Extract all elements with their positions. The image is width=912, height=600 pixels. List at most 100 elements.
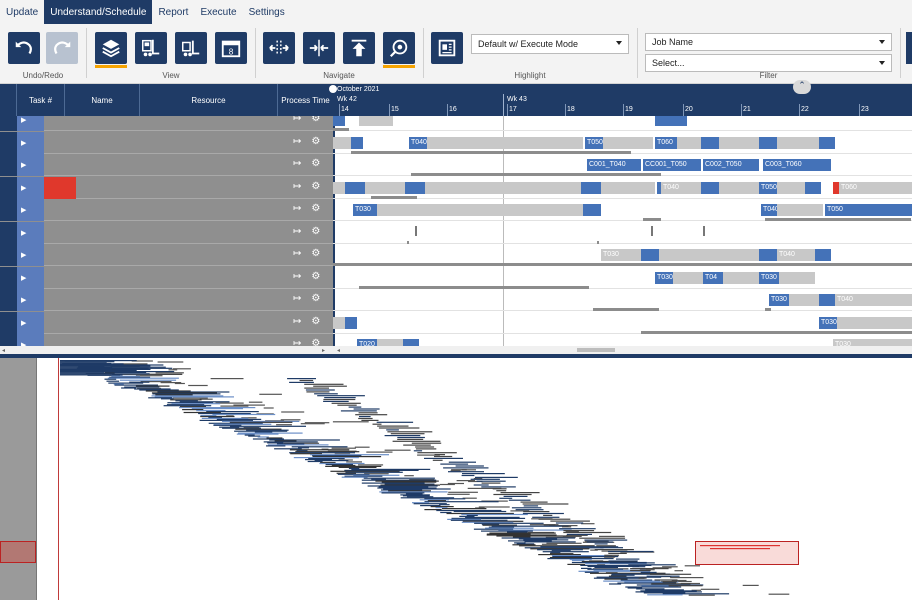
process-time-icon[interactable]: ↦ [293, 338, 302, 346]
expand-arrow-icon[interactable]: ▶ [21, 274, 27, 282]
schedule-bar[interactable] [777, 136, 819, 149]
task-number-cell[interactable]: ▶ [17, 116, 44, 131]
table-row[interactable]: ▶ ↦ ⚙ [0, 176, 333, 199]
schedule-bar[interactable] [819, 136, 835, 149]
layers-button[interactable] [95, 32, 127, 68]
row-selector[interactable] [0, 221, 17, 244]
operation-bar[interactable]: T050 [825, 204, 912, 216]
task-number-cell[interactable]: ▶ [17, 244, 44, 266]
schedule-bar[interactable] [701, 181, 719, 194]
table-row[interactable]: ▶ ↦ ⚙ [0, 221, 333, 244]
schedule-bar[interactable] [333, 181, 345, 194]
table-row[interactable]: ▶ ↦ ⚙ [0, 334, 333, 346]
process-time-icon[interactable]: ↦ [293, 158, 302, 169]
schedule-bar[interactable] [603, 136, 653, 149]
operation-bar[interactable]: T060 [655, 136, 677, 149]
column-header-process-time[interactable]: Process Time [281, 95, 330, 105]
task-number-cell[interactable]: ▶ [17, 334, 44, 346]
operation-bar[interactable]: T040 [777, 249, 815, 261]
operation-bar[interactable]: T030 [601, 249, 641, 261]
gear-icon[interactable]: ⚙ [311, 180, 321, 192]
row-selector[interactable] [0, 199, 17, 221]
schedule-bar[interactable] [655, 116, 687, 126]
highlight-panel-button[interactable] [431, 32, 463, 64]
operation-bar[interactable]: T030 [833, 339, 912, 346]
schedule-bar[interactable] [359, 116, 393, 126]
focus-button[interactable] [383, 32, 415, 68]
schedule-bar[interactable] [837, 316, 912, 329]
gear-icon[interactable]: ⚙ [311, 116, 321, 124]
menu-execute[interactable]: Execute [200, 6, 237, 18]
expand-arrow-icon[interactable]: ▶ [21, 139, 27, 147]
schedule-bar[interactable] [659, 249, 759, 261]
schedule-bar[interactable] [819, 294, 835, 306]
schedule-bar[interactable] [405, 181, 425, 194]
jump-to-top-button[interactable] [343, 32, 375, 64]
table-row[interactable]: ▶ ↦ ⚙ [0, 244, 333, 266]
scroll-left-arrow-icon[interactable]: ◂ [337, 348, 341, 354]
schedule-bar[interactable] [657, 181, 661, 194]
expand-horizontal-button[interactable] [263, 32, 295, 64]
scroll-left-arrow-icon[interactable]: ◂ [2, 348, 6, 354]
table-row[interactable]: ▶ ↦ ⚙ [0, 154, 333, 176]
operation-bar[interactable]: T040 [661, 181, 701, 194]
menu-report[interactable]: Report [158, 6, 189, 18]
task-number-cell[interactable]: ▶ [17, 154, 44, 176]
process-time-icon[interactable]: ↦ [293, 203, 302, 214]
task-number-cell[interactable]: ▶ [17, 221, 44, 244]
collapse-horizontal-button[interactable] [303, 32, 335, 64]
process-time-icon[interactable]: ↦ [293, 225, 302, 237]
schedule-bar[interactable] [583, 204, 601, 216]
menu-update[interactable]: Update [6, 6, 39, 18]
gear-icon[interactable]: ⚙ [311, 293, 321, 304]
row-selector[interactable] [0, 131, 17, 154]
gear-icon[interactable]: ⚙ [311, 270, 321, 282]
process-time-icon[interactable]: ↦ [293, 248, 302, 259]
alert-count-badge[interactable] [44, 176, 76, 199]
row-selector[interactable] [0, 289, 17, 311]
process-time-icon[interactable]: ↦ [293, 293, 302, 304]
operation-bar[interactable]: T04 [703, 271, 723, 284]
gear-icon[interactable]: ⚙ [311, 248, 321, 259]
task-number-cell[interactable]: ▶ [17, 266, 44, 289]
schedule-bar[interactable] [333, 116, 345, 126]
expand-arrow-icon[interactable]: ▶ [21, 207, 27, 214]
scroll-right-arrow-icon[interactable]: ▸ [322, 348, 326, 354]
schedule-bar[interactable] [427, 136, 583, 149]
schedule-bar[interactable] [723, 271, 759, 284]
operation-bar[interactable]: T050 [759, 181, 777, 194]
table-row[interactable]: ▶ ↦ ⚙ [0, 289, 333, 311]
row-selector[interactable] [0, 154, 17, 176]
task-number-cell[interactable]: ▶ [17, 176, 44, 199]
row-selector[interactable] [0, 176, 17, 199]
operation-bar[interactable]: T040 [761, 204, 777, 216]
gear-icon[interactable]: ⚙ [311, 225, 321, 237]
gear-icon[interactable]: ⚙ [311, 338, 321, 346]
schedule-bar[interactable] [377, 339, 403, 346]
column-header-resource[interactable]: Resource [140, 84, 278, 116]
row-selector[interactable] [0, 244, 17, 266]
row-selector[interactable] [0, 266, 17, 289]
schedule-bar[interactable] [777, 204, 823, 216]
overview-grid-viewport[interactable] [0, 541, 36, 563]
schedule-bar[interactable] [719, 136, 759, 149]
table-row[interactable]: ▶ ↦ ⚙ [0, 116, 333, 131]
table-row[interactable]: ▶ ↦ ⚙ [0, 311, 333, 334]
forklift-multi-button[interactable] [135, 32, 167, 64]
schedule-bar[interactable] [345, 181, 365, 194]
expand-arrow-icon[interactable]: ▶ [21, 252, 27, 259]
operation-bar[interactable]: T020 [357, 339, 377, 346]
schedule-bar[interactable] [777, 181, 805, 194]
table-row[interactable]: ▶ ↦ ⚙ [0, 199, 333, 221]
expand-arrow-icon[interactable]: ▶ [21, 297, 27, 304]
expand-arrow-icon[interactable]: ▶ [21, 162, 27, 169]
pane-splitter[interactable] [0, 354, 912, 358]
schedule-bar[interactable] [345, 316, 357, 329]
schedule-bar[interactable] [673, 271, 703, 284]
schedule-bar[interactable] [779, 271, 815, 284]
schedule-bar[interactable] [403, 339, 419, 346]
gear-icon[interactable]: ⚙ [311, 135, 321, 147]
schedule-bar[interactable] [759, 249, 777, 261]
schedule-bar[interactable] [641, 249, 659, 261]
highlight-mode-dropdown[interactable]: Default w/ Execute Mode [471, 34, 629, 54]
